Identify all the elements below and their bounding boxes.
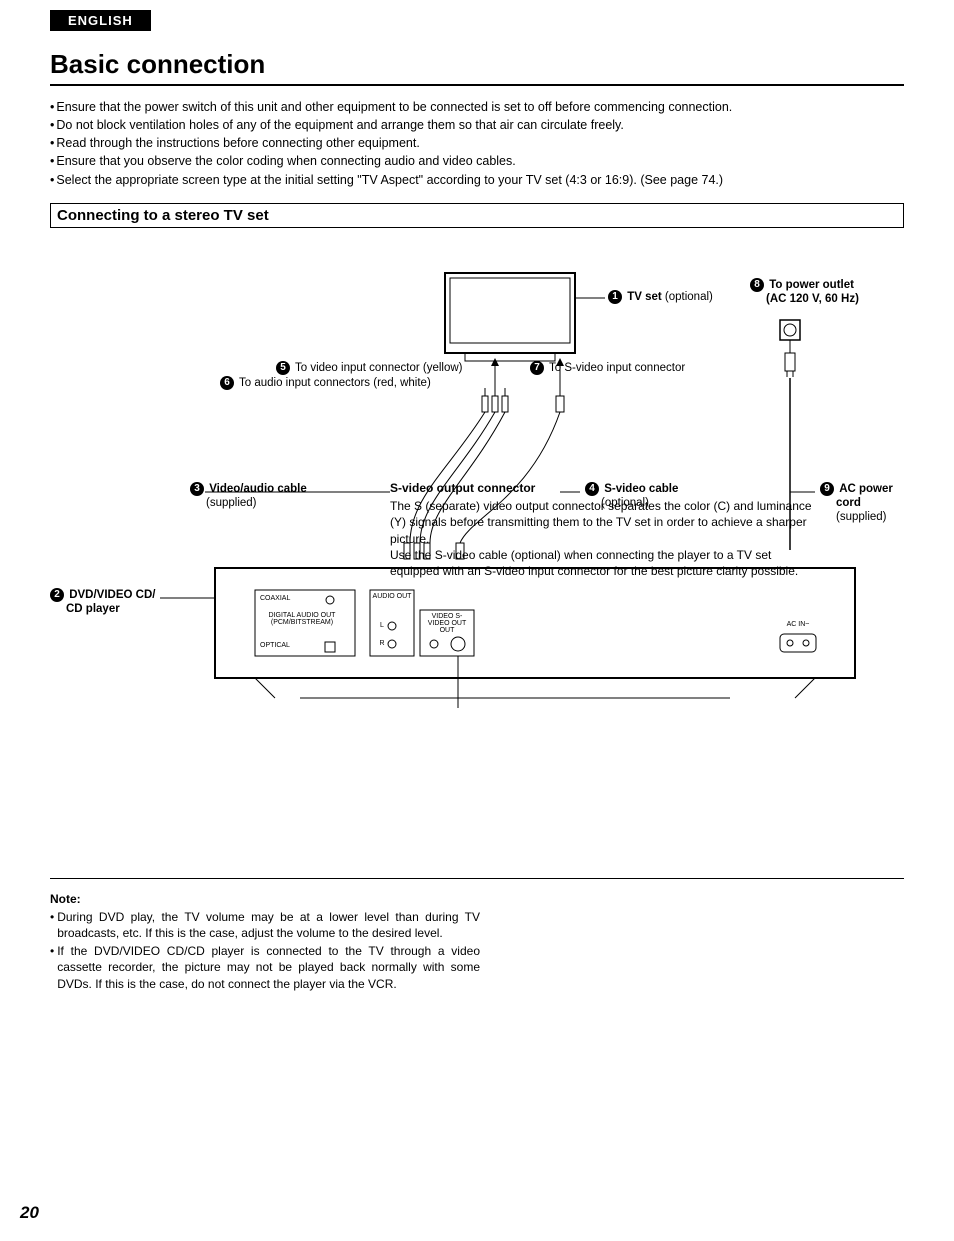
port-label: COAXIAL (260, 595, 315, 602)
svideo-description: S-video output connector The S (separate… (390, 480, 820, 579)
svideo-body: The S (separate) video output connector … (390, 498, 820, 579)
label-player: 2 DVD/VIDEO CD/ CD player (50, 588, 155, 617)
circled-num-icon: 7 (530, 361, 544, 375)
bullet-item: Read through the instructions before con… (50, 134, 904, 152)
language-tag: ENGLISH (50, 10, 151, 31)
section-divider (50, 878, 904, 879)
label-va-cable: 3 Video/audio cable (supplied) (190, 482, 307, 511)
label-audio-input: 6 To audio input connectors (red, white) (220, 376, 431, 390)
port-label: VIDEO S-VIDEO OUT OUT (422, 613, 472, 634)
bullet-item: Ensure that the power switch of this uni… (50, 98, 904, 116)
label-ac-cord: 9 AC power cord (supplied) (820, 482, 893, 525)
circled-num-icon: 1 (608, 290, 622, 304)
port-label: R (377, 640, 387, 647)
port-label: OPTICAL (260, 642, 315, 649)
circled-num-icon: 9 (820, 482, 834, 496)
circled-num-icon: 5 (276, 361, 290, 375)
svideo-heading: S-video output connector (390, 480, 820, 496)
port-label: L (377, 622, 387, 629)
page-title: Basic connection (50, 49, 904, 86)
connection-diagram: 1 TV set (optional) 8 To power outlet (A… (50, 238, 904, 708)
label-video-input: 5 To video input connector (yellow) (276, 361, 462, 375)
circled-num-icon: 6 (220, 376, 234, 390)
diagram-svg (50, 238, 910, 708)
section-title: Connecting to a stereo TV set (57, 207, 269, 224)
label-power-outlet: 8 To power outlet (AC 120 V, 60 Hz) (750, 278, 859, 307)
port-label: AUDIO OUT (372, 593, 412, 600)
circled-num-icon: 2 (50, 588, 64, 602)
circled-num-icon: 8 (750, 278, 764, 292)
label-tv-set: 1 TV set (optional) (608, 290, 713, 304)
note-heading: Note: (50, 891, 480, 907)
section-box: Connecting to a stereo TV set (50, 203, 904, 228)
note-item: If the DVD/VIDEO CD/CD player is connect… (50, 943, 480, 992)
port-label: DIGITAL AUDIO OUT (PCM/BITSTREAM) (257, 612, 347, 626)
note-block: Note: During DVD play, the TV volume may… (50, 891, 480, 992)
bullet-item: Ensure that you observe the color coding… (50, 152, 904, 170)
port-label: AC IN~ (778, 621, 818, 628)
bullet-item: Select the appropriate screen type at th… (50, 171, 904, 189)
bullet-item: Do not block ventilation holes of any of… (50, 116, 904, 134)
note-item: During DVD play, the TV volume may be at… (50, 909, 480, 941)
label-svideo-input: 7 To S-video input connector (530, 361, 685, 375)
page-number: 20 (20, 1203, 39, 1223)
circled-num-icon: 3 (190, 482, 204, 496)
intro-bullets: Ensure that the power switch of this uni… (50, 98, 904, 189)
